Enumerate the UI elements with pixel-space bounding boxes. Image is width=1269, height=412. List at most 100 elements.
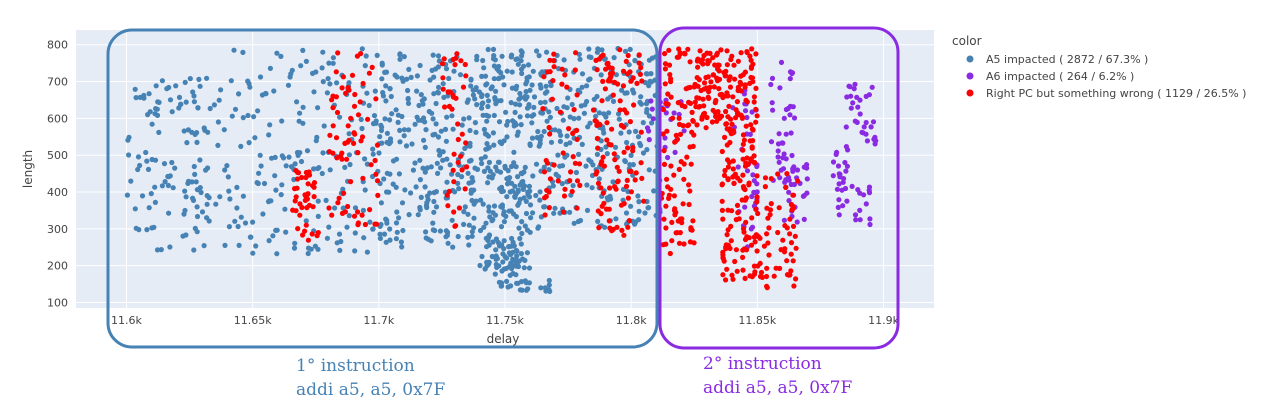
data-point — [352, 91, 358, 98]
data-point — [449, 217, 455, 223]
data-point — [465, 234, 471, 240]
data-point — [428, 164, 434, 170]
data-point — [445, 240, 451, 246]
data-point — [595, 218, 601, 224]
legend-label-right-pc: Right PC but something wrong ( 1129 / 26… — [986, 87, 1246, 100]
data-point — [651, 188, 657, 194]
data-point — [470, 178, 476, 184]
data-point — [551, 51, 557, 57]
data-point — [661, 216, 667, 222]
data-point — [481, 65, 487, 71]
data-point — [834, 186, 841, 192]
data-point — [511, 160, 517, 166]
data-point — [169, 109, 175, 115]
legend-item-a6[interactable]: A6 impacted ( 264 / 6.2% ) — [966, 70, 1135, 83]
data-point — [546, 287, 552, 293]
data-point — [705, 94, 711, 100]
data-point — [634, 80, 640, 86]
data-point — [727, 139, 733, 146]
data-point — [620, 68, 627, 74]
data-point — [598, 185, 604, 191]
data-point — [366, 70, 372, 76]
data-point — [666, 192, 673, 198]
data-point — [719, 181, 726, 187]
data-point — [326, 60, 332, 66]
data-point — [676, 54, 682, 60]
data-point — [624, 177, 630, 183]
data-point — [719, 198, 725, 204]
data-point — [713, 97, 719, 104]
data-point — [496, 68, 502, 74]
data-point — [486, 208, 492, 214]
data-point — [576, 161, 583, 167]
data-point — [578, 103, 584, 109]
data-point — [734, 202, 741, 208]
data-point — [541, 74, 547, 80]
data-point — [490, 46, 497, 53]
data-point — [506, 250, 512, 256]
data-point — [638, 160, 644, 166]
data-point — [570, 183, 576, 189]
data-point — [599, 98, 605, 104]
data-point — [352, 205, 359, 211]
data-point — [733, 247, 740, 253]
data-point — [359, 212, 365, 218]
data-point — [377, 235, 383, 241]
data-point — [167, 97, 174, 103]
data-point — [567, 209, 573, 215]
data-point — [676, 166, 682, 172]
data-point — [550, 78, 556, 84]
data-point — [435, 53, 442, 59]
data-point — [371, 113, 378, 119]
data-point — [509, 69, 515, 75]
data-point — [365, 116, 371, 122]
data-point — [852, 81, 858, 87]
data-point — [525, 189, 531, 195]
data-point — [265, 199, 272, 205]
data-point — [176, 105, 182, 111]
legend-item-right-pc[interactable]: Right PC but something wrong ( 1129 / 26… — [966, 87, 1247, 100]
data-point — [536, 224, 542, 230]
data-point — [727, 74, 733, 80]
data-point — [726, 103, 732, 109]
data-point — [478, 197, 484, 203]
data-point — [372, 221, 378, 227]
data-point — [309, 231, 315, 237]
data-point — [780, 140, 786, 146]
data-point — [468, 76, 474, 82]
data-point — [867, 221, 873, 228]
data-point — [715, 109, 721, 115]
data-point — [348, 115, 354, 121]
data-point — [749, 144, 755, 150]
data-point — [562, 154, 568, 160]
data-point — [196, 76, 202, 82]
data-point — [327, 167, 333, 173]
data-point — [367, 219, 373, 225]
data-point — [481, 224, 487, 230]
data-point — [618, 122, 625, 128]
data-point — [633, 128, 639, 134]
data-point — [523, 210, 530, 217]
data-point — [736, 216, 742, 222]
data-point — [742, 108, 749, 114]
data-point — [440, 157, 446, 163]
data-point — [732, 171, 739, 177]
data-point — [153, 83, 159, 89]
data-point — [484, 118, 490, 124]
data-point — [526, 265, 533, 271]
data-point — [544, 49, 550, 55]
data-point — [261, 180, 268, 187]
data-point — [479, 92, 485, 98]
data-point — [666, 47, 672, 53]
data-point — [507, 189, 513, 195]
legend[interactable]: color A5 impacted ( 2872 / 67.3% ) A6 im… — [952, 34, 1246, 100]
legend-item-a5[interactable]: A5 impacted ( 2872 / 67.3% ) — [966, 53, 1149, 66]
data-point — [517, 90, 523, 97]
data-point — [541, 169, 548, 175]
data-point — [515, 61, 521, 67]
data-point — [492, 212, 499, 218]
data-point — [494, 168, 500, 174]
data-point — [158, 247, 164, 253]
data-point — [278, 53, 284, 60]
data-point — [730, 158, 736, 164]
